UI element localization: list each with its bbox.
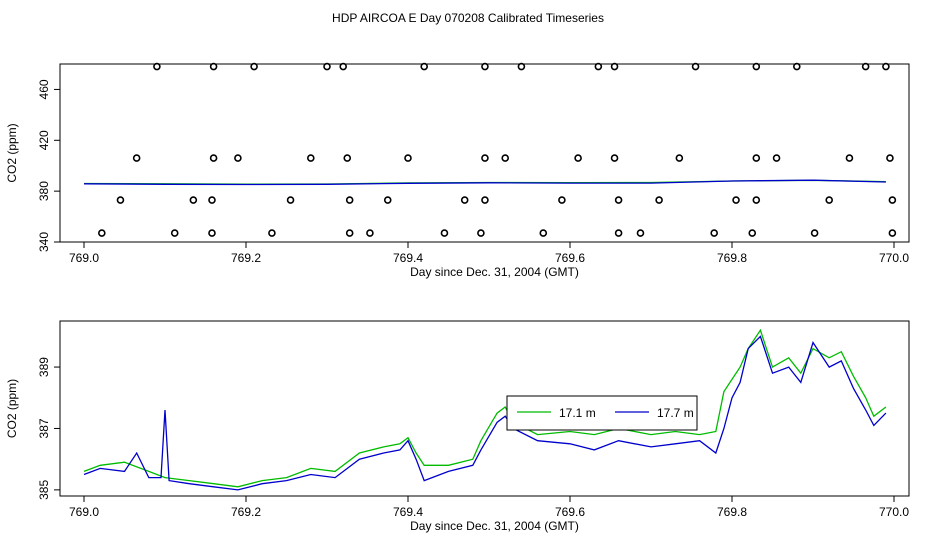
data-point <box>845 154 854 162</box>
data-point <box>208 196 216 204</box>
y-axis-label: CO2 (ppm) <box>5 379 19 438</box>
data-point <box>558 196 566 204</box>
data-point <box>772 154 781 162</box>
plot-frame <box>59 63 910 243</box>
legend-label: 17.1 m <box>559 406 596 420</box>
figure-title: HDP AIRCOA E Day 070208 Calibrated Times… <box>332 11 604 25</box>
data-point <box>286 196 295 204</box>
data-point <box>404 154 412 162</box>
x-tick-label: 769.0 <box>69 505 99 519</box>
data-point <box>343 154 352 162</box>
legend: 17.1 m 17.7 m <box>506 395 698 431</box>
data-point <box>810 229 819 237</box>
data-point <box>861 62 870 71</box>
data-point <box>477 229 485 237</box>
data-point <box>614 196 623 204</box>
data-point <box>208 229 216 237</box>
data-point <box>710 229 718 237</box>
data-point <box>888 196 897 204</box>
x-axis-label: Day since Dec. 31, 2004 (GMT) <box>410 519 579 533</box>
series-line-2 <box>83 179 886 186</box>
data-point <box>636 229 645 237</box>
x-axis-label: Day since Dec. 31, 2004 (GMT) <box>410 265 579 279</box>
data-point <box>383 196 392 204</box>
data-point <box>189 196 198 204</box>
data-point <box>539 229 548 237</box>
x-tick-label: 769.8 <box>717 251 747 265</box>
data-point <box>610 62 619 71</box>
y-tick-label: 387 <box>37 418 51 438</box>
data-point <box>306 154 315 162</box>
y-tick-label: 389 <box>37 357 51 377</box>
data-point <box>675 154 684 162</box>
y-tick-label: 380 <box>37 181 51 201</box>
data-point <box>345 196 354 204</box>
data-point <box>574 154 582 162</box>
y-tick-label: 340 <box>37 232 51 252</box>
y-tick-label: 460 <box>37 79 51 99</box>
data-point <box>888 229 897 237</box>
data-point <box>748 229 757 237</box>
data-point <box>481 62 489 71</box>
x-tick-label: 770.0 <box>879 251 909 265</box>
x-tick-label: 769.0 <box>69 251 99 265</box>
top-panel: 769.0 769.2 769.4 769.6 769.8 770.0 340 380 420 4… <box>5 62 910 279</box>
x-tick-label: 769.6 <box>555 505 585 519</box>
data-point <box>170 229 179 237</box>
data-point <box>882 62 890 71</box>
x-tick-label: 770.0 <box>879 505 909 519</box>
data-point <box>339 62 348 71</box>
series-line-2 <box>83 335 887 491</box>
data-point <box>209 154 218 162</box>
data-point <box>517 62 526 71</box>
data-point <box>345 229 354 237</box>
x-tick-label: 769.2 <box>231 251 261 265</box>
data-point <box>481 154 489 162</box>
data-point <box>614 229 623 237</box>
data-point <box>691 62 700 71</box>
data-point <box>460 196 469 204</box>
data-point <box>886 154 894 162</box>
x-tick-label: 769.4 <box>393 505 423 519</box>
x-tick-label: 769.6 <box>555 251 585 265</box>
data-point <box>752 196 761 204</box>
plot-frame <box>59 320 910 497</box>
data-point <box>501 154 510 162</box>
data-point <box>440 229 449 237</box>
data-point <box>268 229 276 237</box>
data-point <box>323 62 331 71</box>
bottom-panel: 769.0 769.2 769.4 769.6 769.8 770.0 385 387 389 D… <box>5 320 910 533</box>
data-point <box>752 62 761 71</box>
data-point <box>250 62 258 71</box>
data-point <box>655 196 663 204</box>
data-point <box>366 229 374 237</box>
data-point <box>481 196 489 204</box>
data-point <box>752 154 761 162</box>
data-point <box>825 196 834 204</box>
x-tick-label: 769.2 <box>231 505 261 519</box>
data-point <box>132 154 141 162</box>
y-tick-label: 420 <box>37 130 51 150</box>
data-point <box>209 62 218 71</box>
y-tick-label: 385 <box>37 480 51 500</box>
y-axis-label: CO2 (ppm) <box>5 123 19 182</box>
data-point <box>234 154 242 162</box>
data-point <box>98 229 106 237</box>
legend-label: 17.7 m <box>657 406 694 420</box>
data-point <box>792 62 801 71</box>
data-point <box>732 196 740 204</box>
x-tick-label: 769.4 <box>393 251 423 265</box>
x-tick-label: 769.8 <box>717 505 747 519</box>
data-point <box>594 62 603 71</box>
data-point <box>610 154 619 162</box>
legend-box <box>506 395 698 431</box>
data-point <box>116 196 125 204</box>
data-point <box>153 62 161 71</box>
data-point <box>420 62 429 71</box>
